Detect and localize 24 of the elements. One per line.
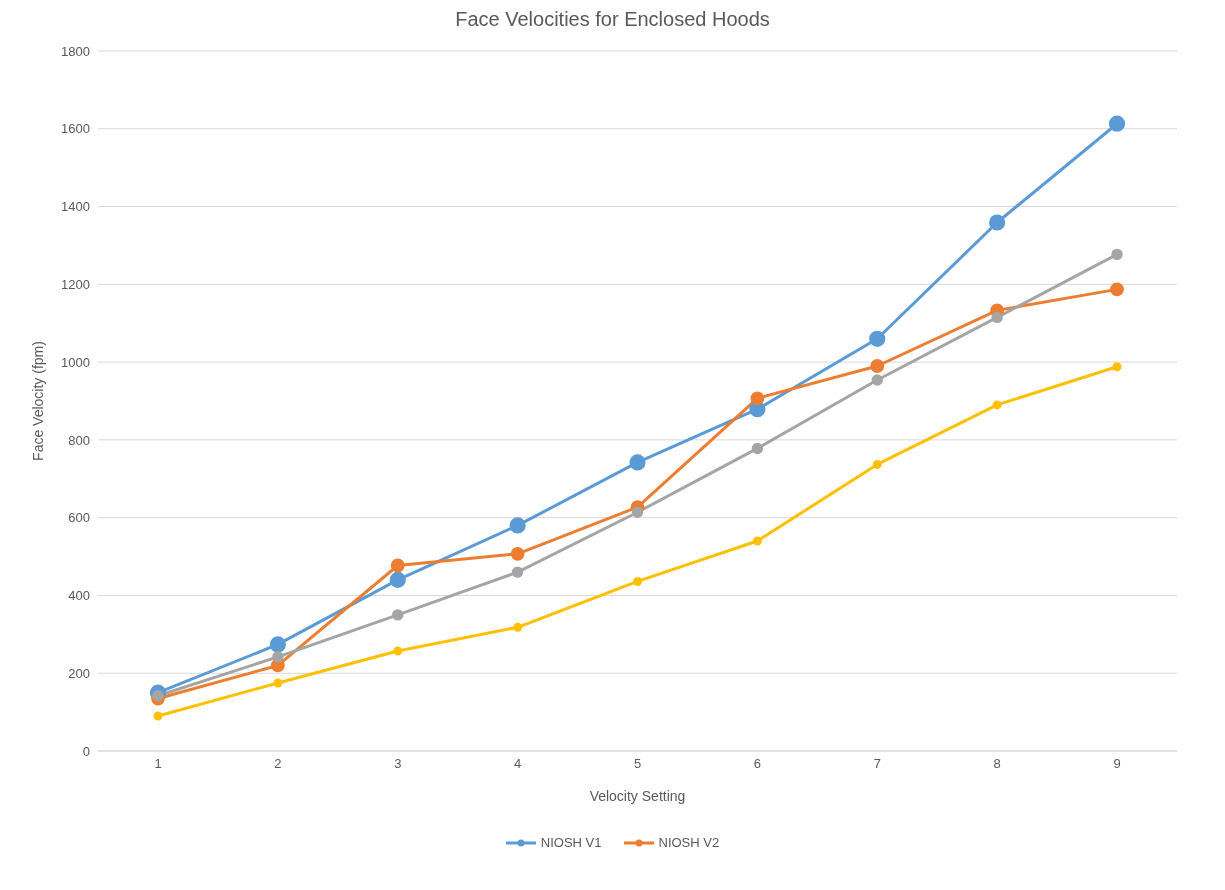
y-tick-label: 1400 — [61, 199, 90, 215]
y-tick-label: 200 — [68, 665, 90, 681]
y-axis-title: Face Velocity (fpm) — [29, 341, 46, 461]
x-tick-label: 5 — [633, 756, 642, 772]
legend-label: NIOSH V2 — [658, 835, 720, 850]
y-tick-label: 1800 — [61, 43, 90, 59]
x-axis-title: Velocity Setting — [589, 788, 686, 804]
x-tick-label: 6 — [753, 756, 761, 772]
y-tick-label: 400 — [68, 588, 90, 604]
y-tick-label: 800 — [68, 432, 90, 448]
legend-label: NIOSH V1 — [540, 835, 602, 850]
x-tick-label: 2 — [274, 756, 282, 772]
x-tick-label: 7 — [873, 756, 881, 772]
x-tick-label: 8 — [993, 756, 1001, 772]
x-tick-label: 9 — [1113, 756, 1121, 772]
x-tick-label: 1 — [154, 756, 162, 772]
y-tick-label: 1200 — [61, 276, 90, 292]
x-tick-label: 4 — [514, 756, 522, 772]
chart-title: Face Velocities for Enclosed Hoods — [454, 8, 771, 31]
y-tick-label: 1000 — [61, 354, 90, 370]
y-tick-label: 0 — [82, 743, 90, 759]
x-tick-label: 3 — [394, 756, 402, 772]
y-tick-label: 600 — [68, 510, 90, 526]
y-tick-label: 1600 — [61, 121, 90, 137]
